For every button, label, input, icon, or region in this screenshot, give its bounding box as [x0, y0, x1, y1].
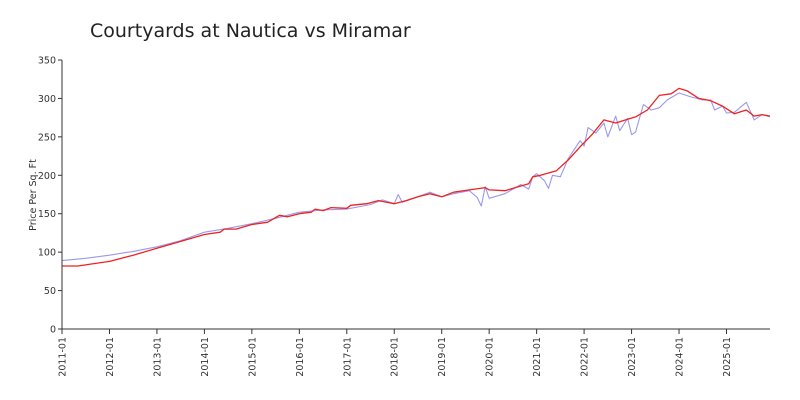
- y-axis: 0 50 100 150 200 250 300 350: [38, 56, 63, 336]
- x-tick-label: 2019-01: [437, 337, 448, 377]
- x-tick-label: 2022-01: [580, 337, 591, 377]
- x-tick-label: 2015-01: [247, 337, 258, 377]
- chart-title: Courtyards at Nautica vs Miramar: [90, 20, 411, 42]
- x-tick-label: 2011-01: [58, 337, 69, 377]
- y-tick-label: 50: [44, 286, 56, 297]
- series-line-1: [61, 92, 771, 262]
- y-tick-label: 350: [38, 56, 56, 67]
- series-layer: [61, 87, 771, 267]
- x-tick-label: 2020-01: [485, 337, 496, 377]
- x-tick-label: 2023-01: [627, 337, 638, 377]
- y-tick-label: 300: [38, 94, 56, 105]
- x-tick-label: 2013-01: [152, 337, 163, 377]
- x-tick-label: 2016-01: [295, 337, 306, 377]
- y-tick-label: 0: [50, 325, 56, 336]
- y-tick-label: 250: [38, 132, 56, 143]
- x-tick-label: 2025-01: [722, 337, 733, 377]
- x-axis: 2011-01 2012-01 2013-01 2014-01 2015-01 2016-…: [58, 328, 770, 377]
- x-tick-label: 2024-01: [675, 337, 686, 377]
- x-tick-label: 2012-01: [105, 337, 116, 377]
- x-tick-label: 2018-01: [390, 337, 401, 377]
- y-axis-label: Price Per Sq. Ft: [28, 159, 39, 231]
- y-tick-label: 150: [38, 209, 56, 220]
- y-tick-label: 200: [38, 171, 56, 182]
- x-tick-label: 2014-01: [200, 337, 211, 377]
- x-tick-label: 2017-01: [342, 337, 353, 377]
- x-tick-label: 2021-01: [532, 337, 543, 377]
- series-line-2: [62, 87, 771, 267]
- y-tick-label: 100: [38, 248, 56, 259]
